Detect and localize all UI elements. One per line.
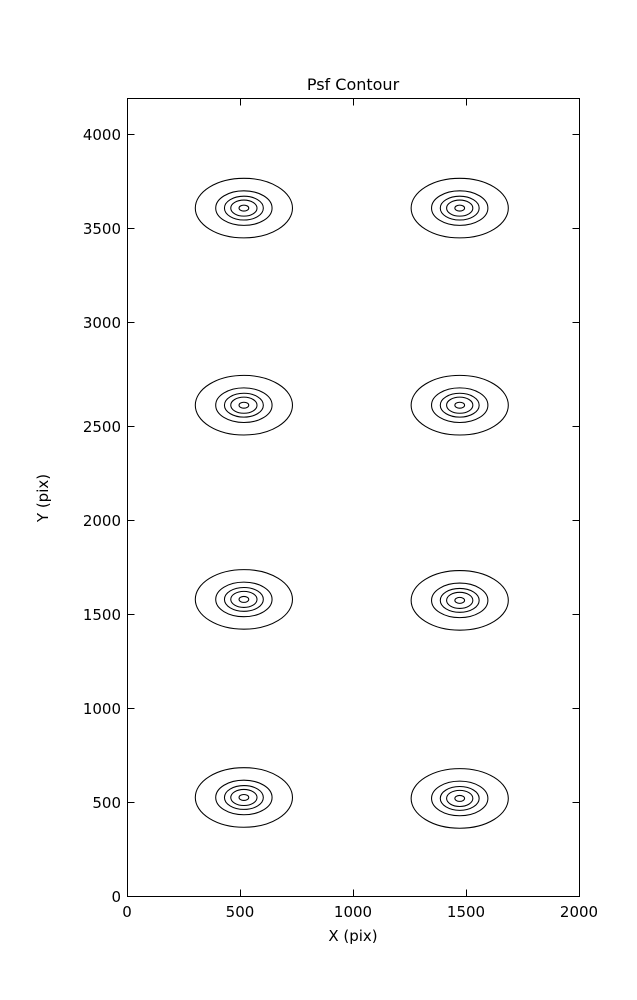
contour-level-4 xyxy=(446,199,474,217)
psf-contour-cluster xyxy=(410,768,509,829)
contour-level-4 xyxy=(230,199,258,217)
contour-level-3 xyxy=(223,392,264,418)
psf-contour-cluster xyxy=(410,374,509,436)
contour-level-3 xyxy=(223,195,264,221)
contour-level-2 xyxy=(215,190,273,226)
contour-level-1 xyxy=(194,374,294,436)
contour-level-2 xyxy=(431,780,489,817)
contour-level-1 xyxy=(410,177,509,239)
y-ticklabel-1000: 1000 xyxy=(83,700,121,718)
y-ticklabel-3500: 3500 xyxy=(83,220,121,238)
psf-contour-cluster xyxy=(194,767,294,828)
contour-level-1 xyxy=(410,570,509,631)
y-ticklabel-1500: 1500 xyxy=(83,606,121,624)
contour-level-3 xyxy=(439,587,480,613)
contour-level-5 xyxy=(454,401,466,409)
y-ticklabel-2500: 2500 xyxy=(83,418,121,436)
contour-level-3 xyxy=(439,195,480,221)
contour-level-1 xyxy=(194,177,294,239)
contour-level-4 xyxy=(446,396,474,414)
contour-level-3 xyxy=(223,586,264,612)
contour-level-2 xyxy=(431,387,489,424)
x-axis-label: X (pix) xyxy=(328,927,377,945)
contour-level-5 xyxy=(454,596,466,604)
contour-level-5 xyxy=(454,204,466,212)
x-ticklabel-1500: 1500 xyxy=(447,903,485,921)
contour-level-3 xyxy=(223,785,264,810)
x-ticklabel-2000: 2000 xyxy=(560,903,598,921)
contour-level-4 xyxy=(446,591,474,609)
y-axis-ticks: 0 500 1000 1500 2000 2500 3000 3500 xyxy=(83,126,580,906)
contour-level-2 xyxy=(215,387,273,424)
contour-level-2 xyxy=(215,779,273,816)
contour-layer xyxy=(194,177,509,829)
axes-frame xyxy=(126,97,581,898)
y-ticklabel-4000: 4000 xyxy=(83,126,121,144)
contour-level-4 xyxy=(230,590,258,608)
contour-level-3 xyxy=(439,392,480,418)
psf-contour-cluster xyxy=(410,177,509,239)
contour-level-1 xyxy=(410,768,509,829)
contour-level-4 xyxy=(230,396,258,414)
y-ticklabel-500: 500 xyxy=(92,794,121,812)
y-axis-label: Y (pix) xyxy=(34,474,52,523)
psf-contour-cluster xyxy=(410,570,509,631)
x-ticklabel-1000: 1000 xyxy=(334,903,372,921)
contour-level-5 xyxy=(238,595,250,603)
x-ticklabel-0: 0 xyxy=(122,903,132,921)
y-ticklabel-0: 0 xyxy=(111,888,121,906)
contour-level-2 xyxy=(431,582,489,619)
psf-contour-cluster xyxy=(194,569,294,630)
contour-level-1 xyxy=(194,569,294,630)
contour-level-5 xyxy=(238,793,250,801)
contour-level-4 xyxy=(230,788,258,807)
contour-level-5 xyxy=(238,204,250,212)
contour-level-1 xyxy=(410,374,509,436)
x-axis-ticks: 0 500 1000 1500 2000 xyxy=(122,98,598,921)
y-ticklabel-3000: 3000 xyxy=(83,314,121,332)
psf-contour-cluster xyxy=(194,374,294,436)
contour-level-2 xyxy=(431,190,489,226)
contour-level-5 xyxy=(454,794,466,802)
x-ticklabel-500: 500 xyxy=(226,903,255,921)
contour-level-5 xyxy=(238,401,250,409)
contour-level-2 xyxy=(215,581,273,618)
y-ticklabel-2000: 2000 xyxy=(83,512,121,530)
contour-level-1 xyxy=(194,767,294,828)
contour-level-3 xyxy=(439,785,480,811)
contour-level-4 xyxy=(446,789,474,808)
psf-contour-cluster xyxy=(194,177,294,239)
plot-title: Psf Contour xyxy=(307,75,400,94)
